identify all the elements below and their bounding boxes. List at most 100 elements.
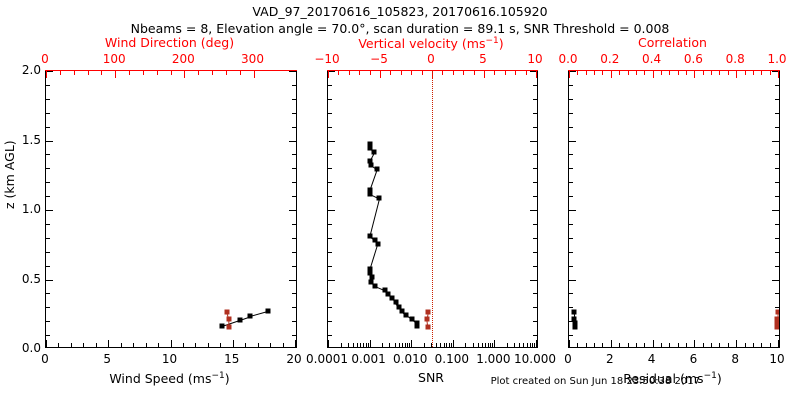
data-point-snr <box>368 162 374 168</box>
data-point-residual <box>571 316 577 322</box>
x-axis-top-minor-tick <box>635 71 637 75</box>
x-axis-top-minor-tick <box>686 71 688 75</box>
x-axis-tick <box>778 340 779 347</box>
x-axis-top-tick <box>569 71 570 78</box>
y-axis-tick <box>46 279 53 281</box>
y-axis-tick <box>46 140 53 142</box>
x-axis-title-wind: Wind Speed (ms−1) <box>109 371 230 387</box>
x-axis-top-minor-tick <box>129 71 130 75</box>
x-axis-top-minor-tick <box>348 71 350 75</box>
y-axis-minor-tick <box>328 237 332 239</box>
x-axis-tick <box>46 340 47 347</box>
x-axis-top-minor-tick <box>421 71 423 75</box>
y-axis-tick <box>328 71 335 72</box>
y-axis-minor-tick <box>775 126 779 128</box>
y-axis-minor-tick <box>328 335 332 337</box>
y-axis-minor-tick <box>328 84 332 86</box>
x-axis-top-minor-tick <box>390 71 392 75</box>
y-axis-minor-tick <box>292 335 296 337</box>
x-axis-minor-tick <box>404 343 406 347</box>
y-axis-minor-tick <box>292 251 296 253</box>
panel-snr <box>326 69 539 348</box>
x-axis-top-minor-tick <box>577 71 579 75</box>
x-axis-tick <box>452 340 454 347</box>
x-axis-top-minor-tick <box>239 71 241 75</box>
x-axis-minor-tick <box>382 343 384 347</box>
y-axis-minor-tick <box>292 321 296 323</box>
y-axis-tick <box>289 71 296 72</box>
y-axis-minor-tick <box>46 251 50 253</box>
data-point-wind-speed <box>265 308 271 314</box>
x-axis-minor-tick <box>120 343 122 347</box>
x-axis-minor-tick <box>492 343 494 347</box>
data-point-correlation <box>775 309 779 315</box>
panel-residual <box>567 69 781 348</box>
x-axis-minor-tick <box>635 343 637 347</box>
x-axis-minor-tick <box>752 343 754 347</box>
x-axis-top-tick-label: 0.0 <box>558 52 578 66</box>
x-axis-top-minor-tick <box>594 71 596 75</box>
y-axis-minor-tick <box>292 126 296 128</box>
y-axis-minor-tick <box>569 307 573 309</box>
y-axis-minor-tick <box>569 237 573 239</box>
x-axis-top-tick <box>610 71 612 78</box>
x-axis-top-minor-tick <box>677 71 679 75</box>
x-axis-minor-tick <box>357 343 359 347</box>
x-axis-top-minor-tick <box>338 71 340 75</box>
x-axis-top-minor-tick <box>525 71 527 75</box>
panel-wind-plot-area <box>46 71 296 347</box>
x-axis-top-minor-tick <box>585 71 587 75</box>
x-axis-minor-tick <box>401 343 403 347</box>
y-axis-minor-tick <box>292 237 296 239</box>
data-point-vertical-velocity <box>425 309 431 315</box>
x-axis-minor-tick <box>523 343 525 347</box>
x-axis-tick-label: 10 <box>161 352 178 366</box>
y-axis-minor-tick <box>292 154 296 156</box>
x-axis-minor-tick <box>506 343 508 347</box>
x-axis-tick <box>652 340 654 347</box>
y-axis-tick <box>328 140 335 142</box>
y-axis-minor-tick <box>292 112 296 114</box>
x-axis-minor-tick <box>220 343 222 347</box>
y-axis-minor-tick <box>328 265 332 267</box>
x-axis-minor-tick <box>744 343 746 347</box>
x-axis-minor-tick <box>627 343 629 347</box>
y-axis-minor-tick <box>533 112 537 114</box>
y-axis-minor-tick <box>775 223 779 225</box>
data-point-snr <box>367 187 373 193</box>
x-axis-top-tick-label: 0.6 <box>683 52 703 66</box>
x-axis-tick <box>328 340 329 347</box>
y-axis-minor-tick <box>533 98 537 100</box>
x-axis-minor-tick <box>70 343 72 347</box>
x-axis-top-tick-label: 100 <box>102 52 126 66</box>
x-axis-top-minor-tick <box>400 71 402 75</box>
x-axis-top-minor-tick <box>198 71 200 75</box>
y-axis-minor-tick <box>292 98 296 100</box>
y-axis-tick <box>569 210 576 211</box>
y-axis-minor-tick <box>533 307 537 309</box>
x-axis-minor-tick <box>727 343 729 347</box>
x-axis-top-title-snr: Vertical velocity (ms−1) <box>358 36 504 52</box>
x-axis-minor-tick <box>431 343 433 347</box>
y-axis-tick <box>46 71 53 72</box>
y-axis-minor-tick <box>328 182 332 184</box>
x-axis-top-tick <box>253 71 255 78</box>
reference-line <box>432 71 433 347</box>
x-axis-minor-tick <box>367 343 369 347</box>
y-axis-minor-tick <box>775 154 779 156</box>
x-axis-top-tick <box>380 71 381 78</box>
x-axis-top-tick <box>484 71 485 78</box>
x-axis-top-tick-label: 0.2 <box>600 52 620 66</box>
x-axis-tick-label: 6 <box>689 352 698 366</box>
y-axis-minor-tick <box>775 335 779 337</box>
x-axis-minor-tick <box>95 343 97 347</box>
y-axis-minor-tick <box>328 112 332 114</box>
data-point-wind-direction <box>226 316 232 322</box>
y-axis-minor-tick <box>569 84 573 86</box>
data-point-wind-speed <box>237 317 243 323</box>
data-point-snr <box>367 141 373 147</box>
y-axis-minor-tick <box>533 84 537 86</box>
x-axis-tick-label: 15 <box>224 352 240 366</box>
x-axis-top-title-wind: Wind Direction (deg) <box>104 35 235 50</box>
y-axis-minor-tick <box>569 251 573 253</box>
